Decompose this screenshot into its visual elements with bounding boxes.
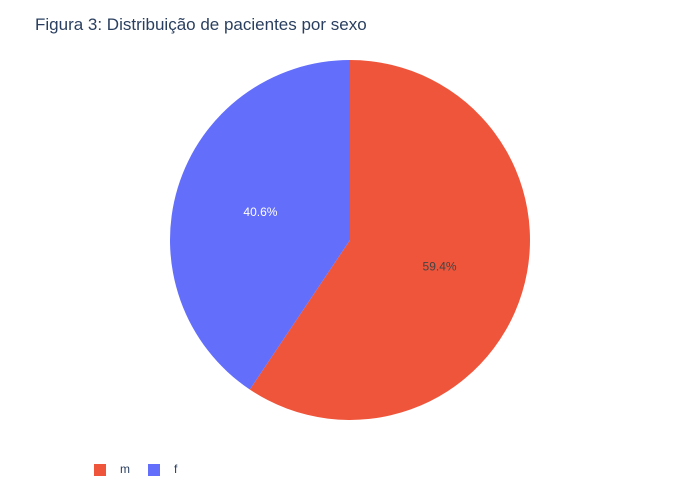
slice-label-m: 59.4% xyxy=(423,259,457,273)
legend-label-f: f xyxy=(174,462,178,476)
pie-slice-m[interactable] xyxy=(249,60,530,420)
legend-swatch-m xyxy=(94,464,106,476)
pie-slices xyxy=(169,60,530,420)
pie-slice-labels: 59.4% 40.6% xyxy=(243,205,456,273)
chart-title: Figura 3: Distribuição de pacientes por … xyxy=(35,15,367,34)
legend-item-m[interactable]: m xyxy=(94,462,130,476)
legend-swatch-f xyxy=(148,464,160,476)
pie-slice-f[interactable] xyxy=(169,60,350,390)
legend-label-m: m xyxy=(120,462,130,476)
slice-label-f: 40.6% xyxy=(243,205,277,219)
legend-item-f[interactable]: f xyxy=(148,462,178,476)
